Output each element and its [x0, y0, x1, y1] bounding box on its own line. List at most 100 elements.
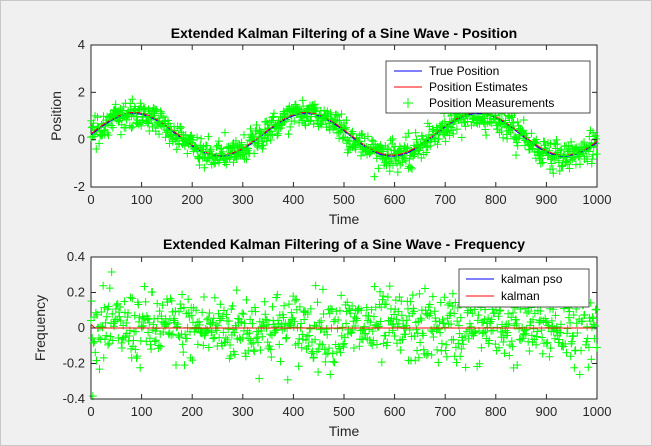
measurement-marker: [223, 143, 232, 152]
frequency-x-ticks: 0 100 200 300 400 500 600 700 800 900 1000: [87, 257, 611, 419]
measurement-marker: [567, 339, 576, 348]
measurement-marker: [222, 154, 231, 163]
y-tick-label: 4: [78, 37, 85, 52]
measurement-marker: [393, 168, 402, 177]
measurement-marker: [591, 305, 600, 314]
measurement-marker: [525, 346, 534, 355]
measurement-marker: [448, 126, 457, 135]
measurement-marker: [445, 117, 454, 126]
measurement-marker: [499, 337, 508, 346]
measurement-marker: [278, 120, 287, 129]
measurement-marker: [291, 296, 300, 305]
measurement-marker: [459, 340, 468, 349]
measurement-marker: [503, 328, 512, 337]
measurement-marker: [240, 154, 249, 163]
measurement-marker: [408, 291, 417, 300]
measurement-marker: [276, 357, 285, 366]
measurement-marker: [420, 284, 429, 293]
measurement-marker: [174, 140, 183, 149]
measurement-marker: [218, 312, 227, 321]
measurement-marker: [405, 326, 414, 335]
measurement-marker: [584, 343, 593, 352]
measurement-marker: [325, 309, 334, 318]
measurement-marker: [507, 113, 516, 122]
measurement-marker: [429, 130, 438, 139]
measurement-marker: [370, 282, 379, 291]
measurement-marker: [556, 320, 565, 329]
measurement-marker: [255, 374, 264, 383]
measurement-marker: [479, 328, 488, 337]
measurement-marker: [136, 336, 145, 345]
measurement-marker: [94, 123, 103, 132]
measurement-marker: [439, 319, 448, 328]
measurement-marker: [167, 126, 176, 135]
measurement-marker: [311, 335, 320, 344]
measurement-marker: [144, 328, 153, 337]
measurement-marker: [274, 129, 283, 138]
measurement-marker: [325, 119, 334, 128]
measurement-marker: [129, 336, 138, 345]
measurement-marker: [501, 118, 510, 127]
x-tick-label: 300: [232, 192, 254, 207]
measurement-marker: [548, 165, 557, 174]
measurement-marker: [338, 124, 347, 133]
measurement-marker: [359, 335, 368, 344]
measurement-marker: [148, 287, 157, 296]
measurement-marker: [467, 121, 476, 130]
x-tick-label: 200: [181, 192, 203, 207]
measurement-marker: [256, 346, 265, 355]
measurement-marker: [236, 318, 245, 327]
measurement-marker: [522, 309, 531, 318]
measurement-marker: [473, 316, 482, 325]
measurement-marker: [406, 163, 415, 172]
measurement-marker: [149, 109, 158, 118]
measurement-marker: [135, 118, 144, 127]
measurement-marker: [442, 340, 451, 349]
measurement-marker: [247, 130, 256, 139]
measurement-marker: [390, 332, 399, 341]
measurement-marker: [404, 129, 413, 138]
measurement-marker: [299, 116, 308, 125]
measurement-marker: [142, 117, 151, 126]
measurement-marker: [134, 300, 143, 309]
measurement-marker: [87, 116, 96, 125]
measurement-marker: [226, 352, 235, 361]
measurement-marker: [335, 344, 344, 353]
measurement-marker: [386, 136, 395, 145]
measurement-marker: [250, 303, 259, 312]
measurement-marker: [376, 317, 385, 326]
measurement-marker: [490, 309, 499, 318]
measurement-marker: [294, 339, 303, 348]
measurement-marker: [323, 330, 332, 339]
x-tick-label: 1000: [583, 404, 612, 419]
measurement-marker: [156, 107, 165, 116]
measurement-marker: [367, 136, 376, 145]
measurement-marker: [143, 314, 152, 323]
measurement-marker: [372, 340, 381, 349]
measurement-marker: [246, 315, 255, 324]
measurement-marker: [131, 327, 140, 336]
measurement-marker: [160, 120, 169, 129]
frequency-y-label: Frequency: [32, 295, 48, 361]
measurement-marker: [491, 340, 500, 349]
measurement-marker: [530, 138, 539, 147]
measurement-marker: [200, 331, 209, 340]
measurement-marker: [293, 105, 302, 114]
true-position-legend-label: True Position: [429, 64, 499, 78]
measurement-marker: [201, 324, 210, 333]
measurement-marker: [396, 346, 405, 355]
measurement-marker: [328, 305, 337, 314]
measurement-marker: [107, 267, 116, 276]
measurement-marker: [512, 319, 521, 328]
x-tick-label: 500: [333, 404, 355, 419]
measurement-marker: [534, 151, 543, 160]
measurement-marker: [416, 314, 425, 323]
measurement-marker: [415, 146, 424, 155]
measurement-marker: [547, 316, 556, 325]
measurement-marker: [244, 146, 253, 155]
measurement-marker: [167, 296, 176, 305]
measurement-marker: [171, 307, 180, 316]
measurement-marker: [394, 319, 403, 328]
measurement-marker: [112, 108, 121, 117]
measurement-marker: [361, 329, 370, 338]
